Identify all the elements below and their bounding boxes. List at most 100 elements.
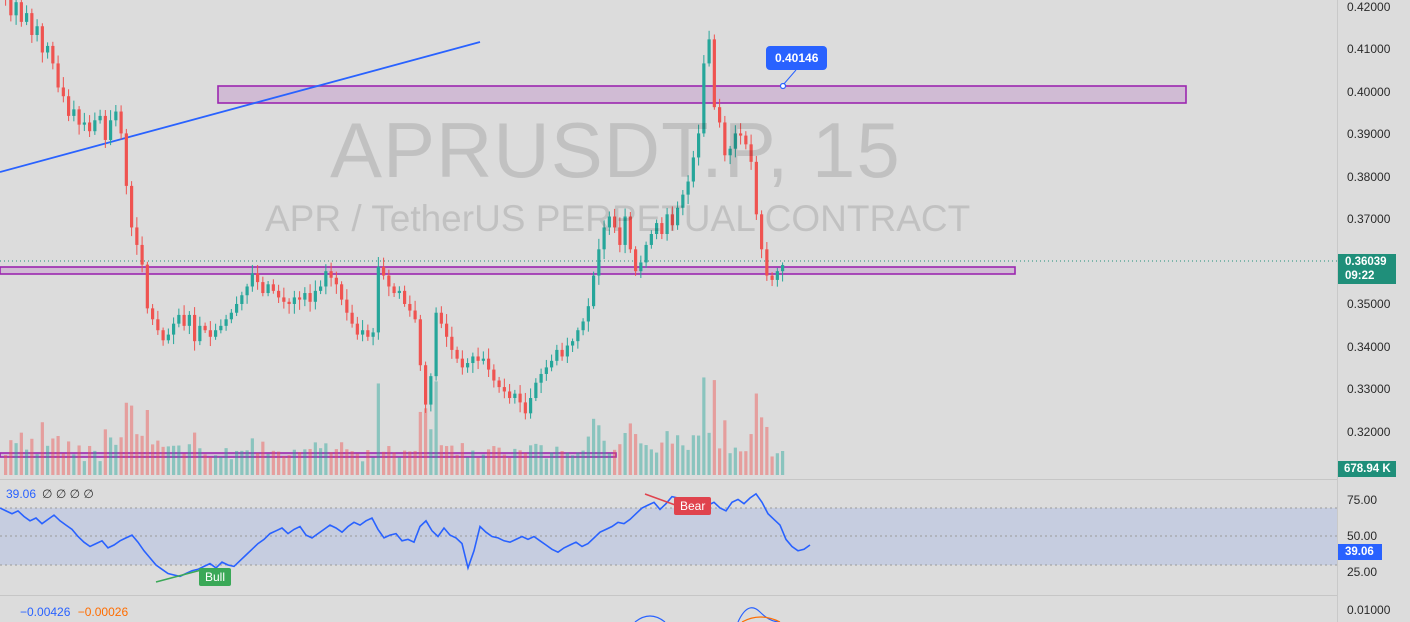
volume-bar [324,443,328,475]
rsi-legend-value: 39.06 [6,487,37,501]
volume-bar [607,453,611,475]
volume-bar [387,446,391,475]
candle-body [203,325,207,331]
volume-bar [565,452,569,475]
pane-separator-rsi[interactable] [0,479,1410,480]
candle-body [382,266,386,276]
candle-body [649,234,653,245]
candle-body [429,376,433,405]
resistance-zone[interactable] [217,85,1187,104]
volume-bar [109,437,113,475]
candle-body [718,107,722,123]
volume-bar [88,445,92,475]
candle-body [487,358,491,370]
volume-bar [9,440,13,475]
volume-bar [313,442,317,475]
volume-bar [676,435,680,475]
candle-body [98,115,102,121]
volume-bar [634,434,638,475]
candle-body [308,293,312,302]
last-price-value: 0.36039 [1345,256,1387,268]
candle-body [728,148,732,156]
volume-bar [319,448,323,475]
candle-body [544,367,548,374]
volume-bar [602,440,606,475]
candle-body [345,299,349,313]
candle-body [266,284,270,294]
volume-bar [198,448,202,475]
candle-body [109,120,113,140]
volume-bar [586,436,590,475]
candle-body [177,314,181,324]
volume-bar [739,451,743,475]
volume-bar [219,456,223,475]
volume-bar [172,445,176,475]
volume-bar [550,452,554,475]
candle-body [219,325,223,331]
candle-body [445,323,449,337]
volume-bar [124,402,128,475]
volume-bar [119,437,123,475]
candle-body [161,330,165,341]
macd-legend[interactable]: −0.00426 −0.00026 [20,605,128,619]
volume-bar [82,461,86,475]
candle-body [760,214,764,250]
candle-body [697,133,701,158]
volume-bar [229,459,233,475]
volume-bar [613,449,617,475]
candle-body [19,2,23,22]
volume-bar [497,447,501,475]
candle-body [686,181,690,195]
candle-body [607,216,611,228]
pane-separator-macd[interactable] [0,595,1410,596]
candle-body [303,293,307,300]
volume-bar [392,452,396,475]
volume-zone[interactable] [0,452,617,458]
volume-bar [366,449,370,475]
price-scale[interactable] [1337,0,1410,622]
last-price-badge: 0.36039 09:22 [1338,254,1396,284]
candle-body [334,277,338,285]
volume-bar [103,429,107,475]
volume-bar [518,450,522,475]
volume-bar [460,443,464,475]
candle-body [439,312,443,324]
volume-bar [702,377,706,475]
price-tick: 0.37000 [1347,212,1391,226]
candle-body [198,325,202,342]
volume-bar [744,451,748,475]
candle-body [523,402,527,414]
candle-body [350,312,354,324]
volume-bar [450,445,454,475]
candle-body [565,345,569,357]
candle-body [235,303,239,313]
candle-body [450,336,454,350]
volume-bar [187,444,191,475]
support-zone[interactable] [0,266,1016,275]
price-callout[interactable]: 0.40146 [766,46,828,70]
rsi-legend[interactable]: 39.06 ∅ ∅ ∅ ∅ [6,487,94,501]
candle-body [702,63,706,134]
candle-body [35,26,39,35]
candle-body [156,319,160,331]
candle-body [151,308,155,320]
volume-bar [571,455,575,475]
volume-bar [723,420,727,475]
volume-bar [135,434,139,475]
price-chart-canvas[interactable] [0,0,1337,622]
volume-bar [508,457,512,475]
candle-body [355,323,359,335]
macd-value-1: −0.00426 [20,605,71,619]
callout-anchor [779,82,787,90]
volume-bar [235,450,239,475]
candle-body [681,194,685,208]
volume-bar [19,432,23,475]
candle-body [25,13,29,22]
volume-bar [334,449,338,475]
volume-bar [72,454,76,475]
watermark-description: APR / TetherUS PERPETUAL CONTRACT [265,198,971,239]
candle-body [214,330,218,337]
candle-body [518,393,522,403]
trend-line[interactable] [0,41,481,173]
